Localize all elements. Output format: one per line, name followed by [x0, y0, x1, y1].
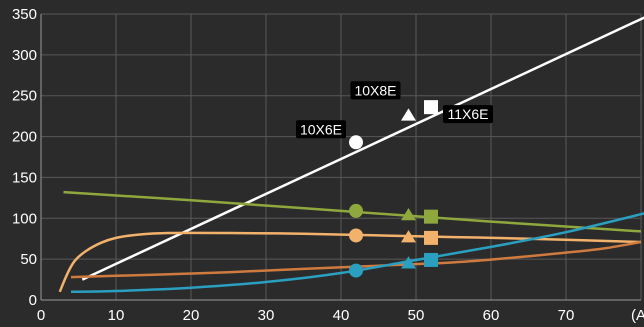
annotation-text: 10X8E	[354, 82, 396, 98]
axes	[40, 14, 641, 301]
triangle-marker	[401, 208, 416, 221]
grid-lines	[41, 13, 642, 300]
series-lines	[58, 16, 644, 294]
x-tick-label: 60	[483, 307, 500, 324]
circle-marker	[349, 135, 363, 150]
annotation-text: 11X6E	[448, 106, 489, 122]
y-tick-label: 300	[12, 47, 37, 64]
x-tick-label: 30	[258, 307, 275, 324]
annotation-box	[443, 105, 493, 124]
data-markers	[349, 100, 438, 278]
square-marker	[424, 209, 438, 224]
annotation-box	[350, 81, 401, 100]
triangle-marker	[401, 256, 416, 269]
square-marker	[424, 252, 438, 267]
x-tick-label: (A)	[631, 307, 644, 324]
annotation-label: 11X6E	[443, 105, 493, 124]
y-tick-label: 250	[12, 88, 37, 105]
y-tick-label: 350	[12, 6, 37, 23]
x-tick-label: 70	[558, 307, 575, 324]
x-tick-label: 10	[108, 307, 125, 324]
annotation-label: 10X6E	[296, 120, 346, 139]
circle-marker	[349, 203, 363, 218]
triangle-marker	[401, 108, 416, 121]
series-line-3	[58, 231, 642, 293]
y-tick-label: 200	[12, 129, 37, 146]
annotation-text: 10X6E	[300, 121, 342, 137]
annotations: 10X6E 10X8E 11X6E	[296, 81, 493, 139]
series-line-1	[81, 16, 644, 281]
triangle-marker	[401, 230, 416, 243]
y-tick-label: 0	[29, 292, 37, 309]
y-tick-label: 150	[12, 169, 37, 186]
x-tick-label: 40	[333, 307, 350, 324]
series-line-5	[70, 212, 644, 294]
x-tick-label: 50	[408, 307, 425, 324]
square-marker	[424, 230, 438, 245]
x-tick-label: 20	[183, 307, 200, 324]
circle-marker	[349, 263, 363, 278]
x-tick-label: 0	[37, 307, 45, 324]
tick-labels: 0 10 20 30 40 50 60 70 (A) 0 50 100 150 200 250 300 350	[12, 6, 644, 324]
series-line-4	[70, 240, 642, 279]
square-marker	[424, 100, 438, 115]
annotation-label: 10X8E	[350, 81, 401, 100]
y-tick-label: 100	[12, 210, 37, 227]
circle-marker	[349, 228, 363, 243]
series-line-2	[63, 190, 642, 233]
y-tick-label: 50	[20, 251, 37, 268]
annotation-box	[296, 120, 346, 139]
